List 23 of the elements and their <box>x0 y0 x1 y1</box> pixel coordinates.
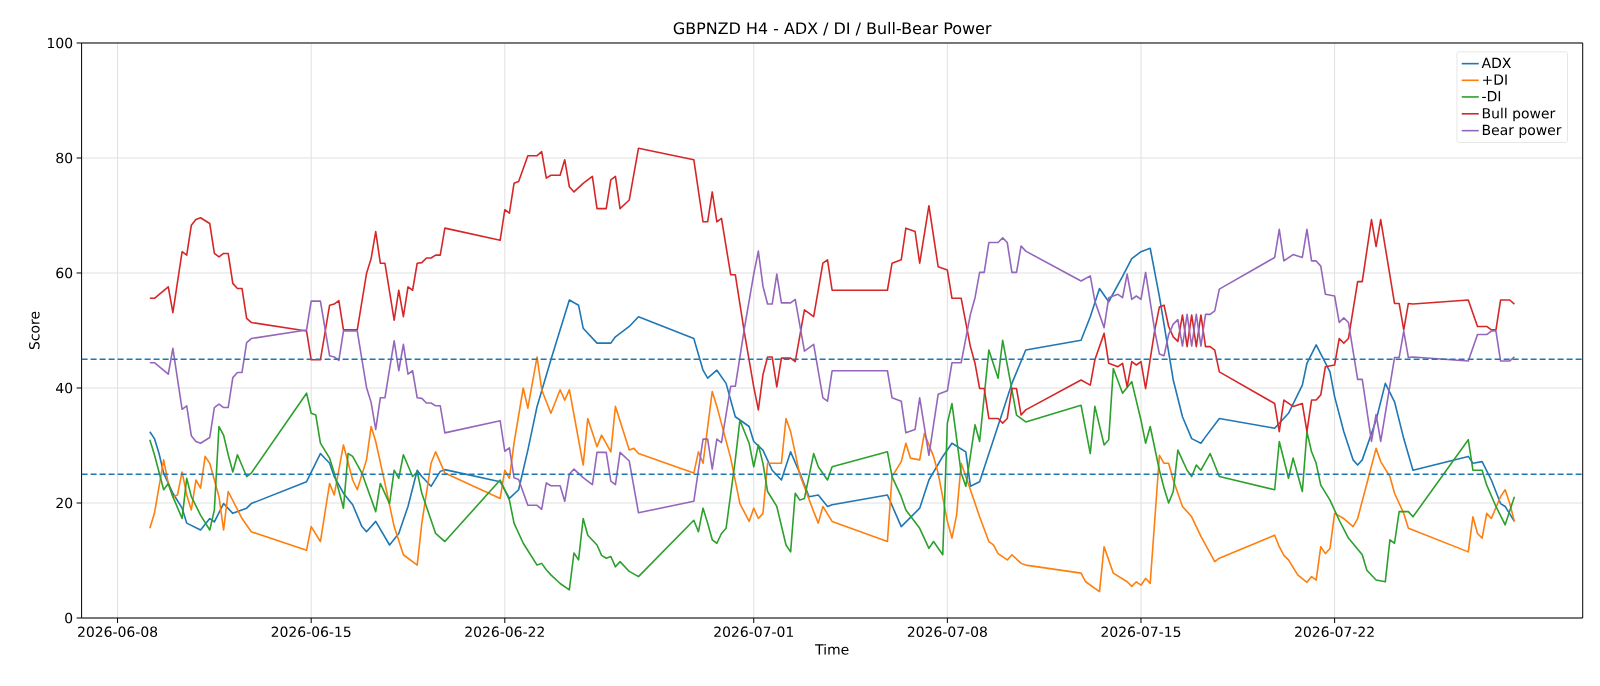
y-tick-label: 60 <box>56 267 73 279</box>
x-tick-label: 2026-06-22 <box>465 626 544 638</box>
x-tick-label: 2026-07-08 <box>907 626 987 638</box>
y-tick-label: 40 <box>56 382 73 394</box>
y-axis-title: Score <box>29 311 40 350</box>
legend-label: -DI <box>1482 91 1501 102</box>
x-tick-label: 2026-06-15 <box>271 626 351 638</box>
legend-label: +DI <box>1483 74 1507 85</box>
line-series <box>149 147 1516 433</box>
y-tick-label: 0 <box>65 612 73 624</box>
x-tick-label: 2026-06-08 <box>78 626 158 638</box>
y-tick-label: 80 <box>56 152 73 164</box>
legend-label: Bear power <box>1482 124 1562 138</box>
x-tick-label: 2026-07-22 <box>1295 626 1374 638</box>
chart-title: GBPNZD H4 - ADX / DI / Bull-Bear Power <box>673 21 992 36</box>
x-tick-label: 2026-07-15 <box>1101 626 1181 638</box>
y-tick-label: 100 <box>47 37 73 49</box>
x-tick-label: 2026-07-01 <box>714 626 793 638</box>
legend-label: ADX <box>1481 57 1511 68</box>
y-tick-label: 20 <box>56 497 73 509</box>
line-series <box>149 228 1516 514</box>
legend-label: Bull power <box>1482 107 1556 122</box>
x-axis-title: Time <box>815 643 849 655</box>
